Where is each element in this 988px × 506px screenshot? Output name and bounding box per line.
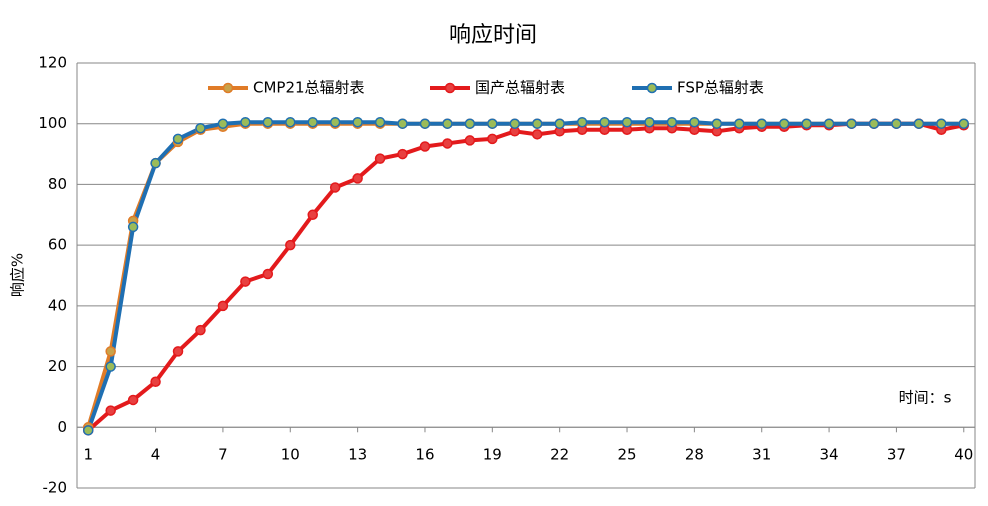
x-tick-label: 4 <box>151 446 161 464</box>
data-point <box>105 405 116 416</box>
data-point <box>217 118 229 129</box>
data-point <box>419 118 431 129</box>
data-point <box>105 346 116 357</box>
y-tick-label: 60 <box>48 236 67 254</box>
data-point <box>352 116 363 128</box>
data-point <box>711 118 723 129</box>
x-tick-label: 22 <box>550 446 569 464</box>
data-point <box>509 118 521 129</box>
series-line <box>86 121 965 432</box>
x-tick-label: 1 <box>83 446 93 464</box>
x-tick-label: 40 <box>954 446 973 464</box>
data-point <box>374 116 386 128</box>
x-tick-label: 10 <box>281 446 300 464</box>
legend-marker <box>646 82 658 94</box>
data-point <box>734 118 745 129</box>
x-tick-label: 13 <box>348 446 367 464</box>
data-point <box>531 129 543 140</box>
data-point <box>262 268 274 280</box>
data-point <box>127 394 139 406</box>
x-tick-label: 37 <box>887 446 906 464</box>
data-point <box>352 173 363 184</box>
x-tick-label: 7 <box>218 446 228 464</box>
y-tick-label: 40 <box>48 296 67 314</box>
y-tick-label: 80 <box>48 175 67 193</box>
data-point <box>554 118 565 129</box>
data-point <box>487 118 498 129</box>
y-tick-label: 0 <box>57 418 67 436</box>
data-point <box>464 118 476 129</box>
data-point <box>464 135 476 146</box>
data-point <box>285 116 296 128</box>
legend-label: 国产总辐射表 <box>475 79 565 97</box>
data-point <box>531 118 543 129</box>
data-point <box>307 209 318 221</box>
data-point <box>217 300 229 312</box>
data-point <box>374 153 386 164</box>
data-point <box>172 346 184 357</box>
data-point <box>172 133 184 145</box>
data-point <box>150 157 161 169</box>
data-point <box>487 133 498 145</box>
data-point <box>644 116 655 128</box>
data-point <box>329 182 341 193</box>
data-point <box>891 118 902 129</box>
data-point <box>599 116 610 128</box>
data-point <box>442 138 453 149</box>
data-point <box>105 361 116 372</box>
data-point <box>801 118 812 129</box>
data-point <box>329 116 341 128</box>
data-point <box>576 116 588 128</box>
data-point <box>397 118 408 129</box>
data-point <box>958 118 970 129</box>
data-point <box>82 425 94 436</box>
y-axis-label: 响应% <box>9 253 27 297</box>
data-point <box>666 116 678 128</box>
data-point <box>285 239 296 251</box>
annotation: 时间：s <box>899 389 952 407</box>
x-tick-label: 25 <box>617 446 636 464</box>
series-line <box>86 120 964 431</box>
x-tick-label: 16 <box>415 446 434 464</box>
data-point <box>397 148 408 160</box>
legend-label: CMP21总辐射表 <box>253 79 365 97</box>
data-point <box>195 123 206 134</box>
y-tick-label: 100 <box>38 114 67 132</box>
x-tick-label: 31 <box>752 446 771 464</box>
x-tick-label: 28 <box>685 446 704 464</box>
y-tick-label: 120 <box>38 54 67 72</box>
x-tick-label: 19 <box>483 446 502 464</box>
data-point <box>846 118 857 129</box>
data-point <box>823 118 835 129</box>
data-point <box>778 118 790 129</box>
x-tick-label: 34 <box>820 446 839 464</box>
data-point <box>756 118 767 129</box>
data-point <box>621 116 633 128</box>
chart-title: 响应时间 <box>449 23 537 48</box>
data-point <box>262 116 274 128</box>
data-point <box>913 118 925 129</box>
data-point <box>868 118 880 129</box>
data-point <box>195 324 206 336</box>
data-point <box>419 141 431 152</box>
y-tick-label: 20 <box>48 357 67 375</box>
data-point <box>127 221 139 233</box>
data-point <box>936 118 947 129</box>
legend-marker <box>444 82 456 94</box>
y-tick-label: -20 <box>43 479 68 497</box>
legend-label: FSP总辐射表 <box>677 79 764 97</box>
legend-marker <box>222 82 234 94</box>
series-line <box>86 121 964 428</box>
data-point <box>689 116 700 128</box>
data-point <box>442 118 453 129</box>
data-point <box>240 116 251 128</box>
data-point <box>307 116 318 128</box>
data-point <box>240 276 251 287</box>
data-point <box>150 376 161 387</box>
